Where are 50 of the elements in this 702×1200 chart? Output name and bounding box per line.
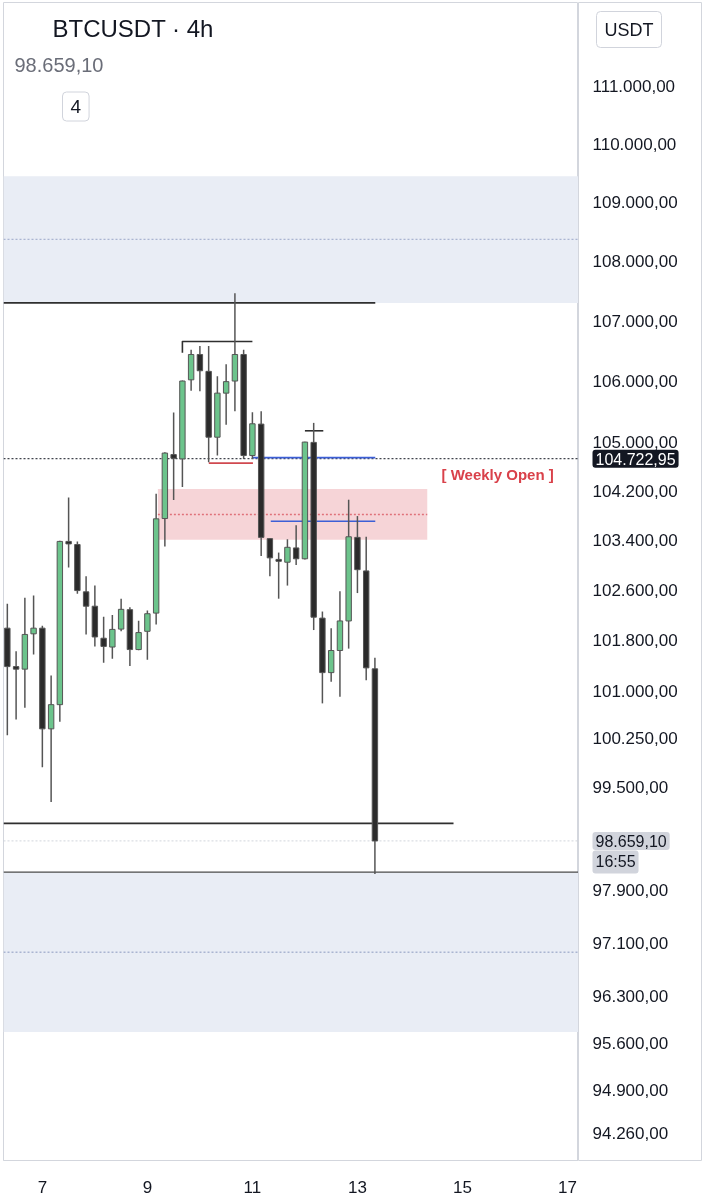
candlestick [12,650,20,721]
y-tick-label: 103.400,00 [592,531,678,551]
candlestick [65,496,72,569]
candlestick [292,524,300,566]
candlestick [266,537,274,577]
x-tick-label: 13 [347,1177,367,1197]
candlestick [327,627,335,683]
x-tick-label: 11 [243,1177,262,1197]
candlestick [117,597,125,633]
y-tick-label: 105.000,00 [592,432,678,452]
text: BTCUSDT · 4h [52,15,214,42]
candlestick [170,411,177,501]
x-tick-label: 7 [37,1177,48,1197]
x-tick-label: 17 [558,1177,577,1197]
y-tick-label: 102.600,00 [592,580,678,600]
annotation: [ Weekly Open ] [441,465,554,483]
x-tick-label: 9 [142,1177,153,1197]
y-tick-label: 97.900,00 [592,881,669,901]
y-tick-label: 100.250,00 [592,729,678,749]
y-tick-label: 94.900,00 [592,1080,669,1100]
y-tick-label: 109.000,00 [592,193,678,213]
y-tick-label: 101.800,00 [592,631,678,651]
ref-line-label: 98.659,10 16:55 [595,832,667,871]
text: 98.659,10 [14,53,104,76]
y-tick-label: 108.000,00 [592,252,678,272]
candlestick [109,614,116,660]
annotation: 4 [70,96,82,117]
y-tick-label: 99.500,00 [592,777,669,797]
candlestick [196,345,204,393]
y-tick-label: 95.600,00 [592,1033,669,1053]
text: USDT [604,19,654,40]
y-tick-label: 96.300,00 [592,987,669,1007]
candlestick [135,619,142,651]
candlestick [275,551,282,600]
candlestick [222,363,230,426]
candlestick [30,594,37,656]
y-tick-label: 94.260,00 [592,1124,669,1144]
y-tick-label: 101.000,00 [592,681,678,701]
candlestick [82,575,90,636]
x-tick-label: 15 [453,1177,472,1197]
ref-line-label: 104.722,95 [595,450,676,468]
y-tick-label: 106.000,00 [592,372,678,392]
y-tick-label: 104.200,00 [592,481,678,501]
candlestick [100,616,107,664]
y-tick-label: 97.100,00 [592,934,669,954]
candlestick [144,609,151,661]
y-tick-label: 111.000,00 [592,76,676,96]
y-tick-label: 107.000,00 [592,311,678,331]
y-tick-label: 110.000,00 [592,134,677,154]
candlestick [284,538,291,587]
